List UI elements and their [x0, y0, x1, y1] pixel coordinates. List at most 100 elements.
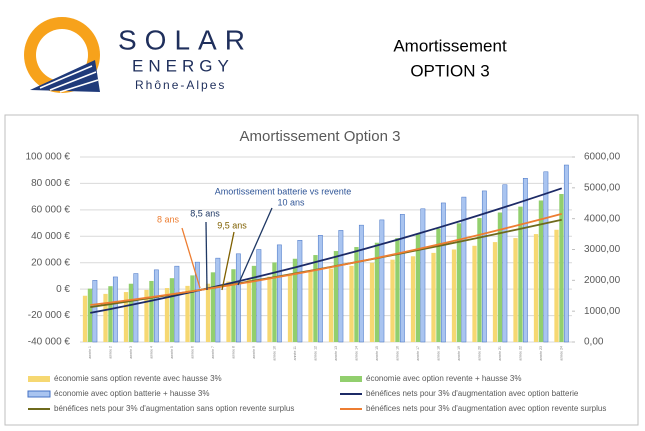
x-tick-label: année 1: [88, 346, 92, 359]
bar: [338, 230, 344, 343]
bar: [390, 259, 395, 342]
annotation-arrows: [181, 207, 273, 291]
bar: [410, 256, 416, 342]
bar: [420, 208, 426, 343]
x-tick-label: année 23: [539, 346, 543, 361]
y-tick-label: 100 000 €: [26, 152, 71, 163]
x-tick-label: année 24: [560, 346, 564, 361]
annotation: 8 ans: [157, 214, 180, 224]
bar: [297, 240, 303, 343]
legend-label: économie sans option revente avec hausse…: [54, 374, 222, 383]
arrow: [205, 221, 208, 291]
y2-tick-label: 3000,00: [584, 244, 621, 255]
bar: [210, 272, 216, 342]
x-tick-label: année 19: [457, 346, 461, 361]
x-tick-label: année 13: [334, 346, 338, 361]
y2-tick-label: 4000,00: [584, 213, 621, 224]
brand-sub: ENERGY: [132, 56, 234, 75]
bar: [317, 235, 323, 343]
legend-label: bénéfices nets pour 3% d'augmentation sa…: [54, 404, 294, 413]
x-tick-label: année 22: [519, 346, 523, 361]
bar: [144, 289, 149, 342]
x-tick-label: année 3: [129, 346, 133, 359]
arrow: [237, 207, 273, 286]
line-series: [90, 187, 563, 314]
bar: [246, 279, 252, 342]
bar: [82, 295, 88, 342]
x-tick-label: année 9: [252, 346, 256, 359]
bar: [415, 233, 421, 342]
bar: [492, 242, 498, 342]
bar: [308, 271, 313, 342]
x-tick-label: année 17: [416, 346, 420, 361]
bar: [149, 280, 154, 342]
bar: [215, 257, 221, 343]
bar: [481, 190, 487, 343]
bar: [276, 244, 282, 343]
bar: [461, 196, 467, 343]
bar: [513, 238, 518, 342]
bar: [87, 288, 93, 342]
y2-tick-label: 6000,00: [584, 152, 621, 163]
bar: [190, 275, 195, 342]
bar: [108, 286, 113, 342]
x-tick-label: année 4: [150, 346, 154, 359]
x-tick-label: année 16: [396, 346, 400, 361]
x-tick-label: année 15: [375, 346, 379, 361]
page-title: Amortissement: [393, 36, 507, 55]
bar: [267, 276, 272, 342]
legend-swatch: [27, 390, 51, 398]
bar: [231, 269, 236, 342]
bar: [128, 283, 134, 342]
bar: [292, 258, 298, 342]
y-tick-label: 60 000 €: [31, 204, 70, 215]
bar: [235, 253, 241, 343]
bar: [358, 224, 364, 343]
bar: [226, 281, 231, 342]
bar: [153, 269, 159, 343]
bar: [313, 255, 318, 342]
annotation: 10 ans: [277, 197, 305, 207]
y2-tick-label: 0,00: [584, 337, 604, 348]
bar: [559, 194, 564, 342]
region: Rhône-Alpes: [135, 78, 226, 92]
bar: [440, 202, 446, 343]
arrow: [221, 231, 235, 291]
logo-panel: [30, 60, 100, 92]
logo: [24, 17, 100, 93]
bar: [374, 242, 380, 342]
bar: [287, 274, 293, 342]
logo-sun-core: [36, 29, 88, 81]
bar: [194, 261, 200, 343]
legend-label: économie avec option revente + hausse 3%: [366, 374, 521, 383]
x-tick-label: année 21: [498, 346, 502, 361]
bar: [272, 262, 277, 342]
line-series: [90, 212, 562, 306]
legend-label: bénéfices nets pour 3% d'augmentation av…: [366, 404, 606, 413]
bar: [174, 265, 180, 343]
bar: [169, 278, 175, 342]
y2-tick-label: 1000,00: [584, 306, 621, 317]
x-tick-label: année 8: [232, 346, 236, 359]
arrow: [181, 227, 201, 289]
bar: [472, 245, 477, 342]
legend-swatch: [340, 376, 362, 382]
bar: [554, 229, 559, 342]
bar: [185, 285, 190, 342]
bar: [379, 219, 385, 343]
x-tick-label: année 10: [273, 346, 277, 361]
y-tick-label: 20 000 €: [31, 257, 70, 268]
brand: SOLAR: [118, 24, 253, 55]
bar: [354, 247, 359, 342]
plot: -40 000 € -20 000 € 0 € 20 000 € 40 000 € 60 …: [26, 152, 621, 413]
bar: [399, 214, 405, 343]
legend-label: économie avec option batterie + hausse 3…: [54, 389, 209, 398]
bar: [538, 200, 544, 342]
x-tick-label: année 11: [293, 346, 297, 360]
annotation: 8,5 ans: [190, 208, 220, 218]
x-tick-label: année 14: [355, 346, 359, 361]
bar: [431, 252, 436, 342]
x-tick-label: année 7: [211, 346, 215, 359]
bar: [369, 262, 375, 342]
